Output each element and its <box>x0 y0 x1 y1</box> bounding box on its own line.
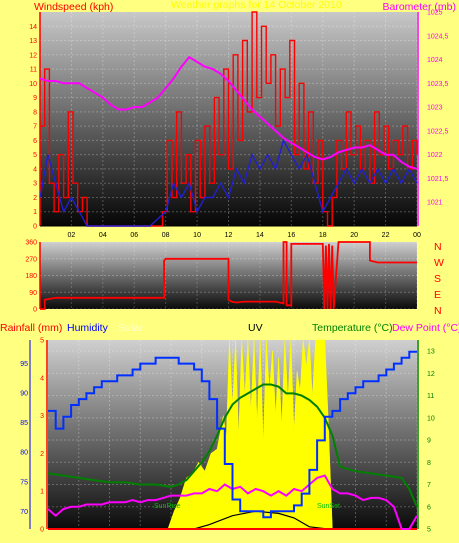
windspeed-tick-label: 6 <box>33 138 37 145</box>
direction-tick-label: 180 <box>25 273 37 280</box>
barometer-tick-label: 1024,5 <box>427 33 449 40</box>
barometer-tick-label: 1023,5 <box>427 81 449 88</box>
wind-x-tick-label: 10 <box>193 232 201 239</box>
humidity-tick-label: 95 <box>20 361 28 368</box>
windspeed-tick-label: 13 <box>29 38 37 45</box>
rainfall-tick-label: 1 <box>40 489 44 496</box>
windspeed-tick-label: 5 <box>33 152 37 159</box>
wind-x-tick-label: 04 <box>99 232 107 239</box>
temperature-tick-label: 12 <box>427 371 435 378</box>
temperature-tick-label: 7 <box>427 482 431 489</box>
wind-x-tick-label: 06 <box>130 232 138 239</box>
rainfall-tick-label: 2 <box>40 451 44 458</box>
barometer-tick-label: 1023 <box>427 105 443 112</box>
wind-direction-series-line <box>40 241 417 310</box>
windspeed-tick-label: 11 <box>30 67 37 74</box>
humidity-tick-label: 75 <box>20 479 28 486</box>
windspeed-tick-label: 0 <box>33 224 37 231</box>
solar-label: Solar <box>118 322 143 334</box>
humidity-series-line <box>48 350 417 519</box>
temperature-tick-label: 6 <box>427 504 431 511</box>
chart-title: Weather graphs for 14 October 2010 <box>171 0 342 11</box>
temperature-tick-label: 5 <box>427 527 431 534</box>
direction-tick-label: 270 <box>25 256 37 263</box>
wind-x-tick-label: 00 <box>413 232 421 239</box>
barometer-series-line <box>39 55 418 170</box>
temperature-axis-label: Temperature (°C) <box>312 322 393 334</box>
wind-x-tick-label: 12 <box>225 232 233 239</box>
direction-label-east: E <box>434 289 441 301</box>
direction-tick-label: 90 <box>29 290 37 297</box>
rainfall-tick-label: 4 <box>40 375 44 382</box>
rainfall-tick-label: 3 <box>40 413 44 420</box>
avg-wind-series-line <box>39 138 418 227</box>
windspeed-tick-label: 3 <box>33 181 37 188</box>
temperature-tick-label: 11 <box>427 393 434 400</box>
windspeed-tick-label: 10 <box>29 81 37 88</box>
temperature-tick-label: 10 <box>427 415 435 422</box>
rainfall-axis-label: Rainfall (mm) <box>0 322 62 334</box>
wind-x-tick-label: 16 <box>287 232 295 239</box>
windspeed-tick-label: 2 <box>33 195 37 202</box>
windspeed-tick-label: 9 <box>33 95 37 102</box>
rainfall-tick-label: 5 <box>40 338 44 345</box>
wind-x-tick-label: 20 <box>350 232 358 239</box>
barometer-tick-label: 1022 <box>427 152 443 159</box>
humidity-axis-label: Humidity <box>67 322 109 334</box>
barometer-tick-label: 1022,5 <box>427 128 449 135</box>
wind-x-tick-label: 18 <box>319 232 327 239</box>
barometer-tick-label: 1021,5 <box>427 176 449 183</box>
windspeed-tick-label: 4 <box>33 166 37 173</box>
humidity-tick-label: 80 <box>20 450 28 457</box>
sunset-annotation: SunSet <box>317 503 340 510</box>
solar-area <box>167 339 333 530</box>
wind-x-tick-label: 02 <box>68 232 76 239</box>
barometer-axis-label: Barometer (mb) <box>382 1 456 13</box>
wind-x-tick-label: 08 <box>162 232 170 239</box>
windspeed-tick-label: 12 <box>29 52 37 59</box>
humidity-tick-label: 85 <box>20 420 28 427</box>
temperature-tick-label: 8 <box>427 460 431 467</box>
barometer-tick-label: 1024 <box>427 57 443 64</box>
temperature-series-line <box>47 383 418 508</box>
direction-tick-label: 0 <box>33 307 37 314</box>
rainfall-tick-label: 0 <box>40 527 44 534</box>
uv-label: UV <box>248 322 263 334</box>
dewpoint-axis-label: Dew Point (°C) <box>392 322 459 334</box>
windspeed-tick-label: 14 <box>29 24 37 31</box>
temperature-tick-label: 9 <box>427 438 431 445</box>
direction-tick-label: 360 <box>25 240 37 247</box>
barometer-tick-label: 1021 <box>427 200 443 207</box>
humidity-tick-label: 90 <box>20 391 28 398</box>
wind-x-tick-label: 14 <box>256 232 264 239</box>
barometer-tick-label: 1025 <box>427 10 443 17</box>
temperature-tick-label: 13 <box>427 349 435 356</box>
windspeed-tick-label: 8 <box>33 109 37 116</box>
sunrise-annotation: SunRise <box>154 503 181 510</box>
windspeed-axis-label: Windspeed (kph) <box>34 1 113 13</box>
direction-label-north-2: N <box>434 305 442 317</box>
direction-label-north: N <box>434 241 442 253</box>
windspeed-tick-label: 7 <box>33 124 37 131</box>
direction-label-south: S <box>434 273 441 285</box>
wind-x-tick-label: 22 <box>382 232 390 239</box>
direction-label-west: W <box>434 257 444 269</box>
humidity-tick-label: 70 <box>20 509 28 516</box>
windspeed-tick-label: 1 <box>33 209 37 216</box>
